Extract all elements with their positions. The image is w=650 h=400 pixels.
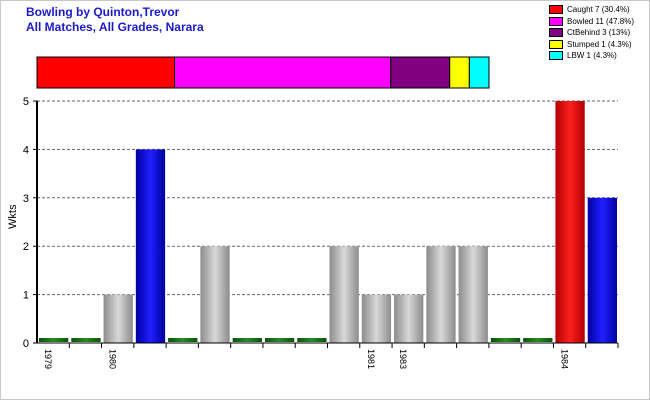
x-tick-label-1980: 1980 (108, 349, 118, 369)
legend-label-lbw: LBW 1 (4.3%) (567, 51, 617, 61)
y-tick-label: 1 (23, 290, 29, 302)
legend-label-ctbehind: CtBehind 3 (13%) (567, 28, 631, 38)
legend-label-bowled: Bowled 11 (47.8%) (567, 16, 634, 26)
bar-8 (297, 338, 327, 342)
legend-swatch-bowled (549, 16, 563, 26)
y-tick-label: 4 (23, 144, 29, 156)
legend-item-caught: Caught 7 (30.4%) (549, 4, 644, 16)
bar-5 (200, 246, 230, 343)
chart-title: Bowling by Quinton,Trevor (26, 5, 180, 19)
legend-label-stumped: Stumped 1 (4.3%) (567, 39, 632, 49)
bar-10 (361, 294, 392, 343)
y-tick-label: 2 (23, 241, 29, 253)
y-tick-label: 3 (23, 193, 29, 205)
bar-15 (523, 338, 553, 342)
bar-0 (39, 338, 69, 342)
legend-swatch-ctbehind (549, 28, 563, 38)
legend-swatch-stumped (549, 39, 563, 49)
stack-segment-caught (36, 56, 176, 89)
x-tick-label-1979: 1979 (43, 349, 53, 369)
legend-swatch-caught (549, 5, 563, 15)
legend-item-ctbehind: CtBehind 3 (13%) (549, 27, 644, 39)
bar-9 (329, 246, 359, 343)
gridlines (37, 100, 618, 296)
legend: Caught 7 (30.4%) Bowled 11 (47.8%) CtBeh… (549, 4, 644, 62)
bar-12 (426, 246, 456, 343)
bar-3 (135, 149, 166, 343)
bar-6 (232, 338, 262, 342)
legend-item-lbw: LBW 1 (4.3%) (549, 50, 644, 62)
bar-14 (490, 338, 521, 342)
legend-item-bowled: Bowled 11 (47.8%) (549, 16, 644, 28)
stack-segment-ctbehind (390, 56, 451, 89)
legend-swatch-lbw (549, 51, 563, 61)
x-tick-label-1981: 1981 (366, 349, 376, 369)
axes: 0 1 2 3 4 5 1979 1980 1981 1983 1984 (23, 96, 619, 369)
legend-item-stumped: Stumped 1 (4.3%) (549, 39, 644, 51)
dismissal-stack (36, 56, 490, 89)
bar-1 (71, 338, 101, 342)
bar-13 (458, 246, 488, 343)
bar-17 (587, 197, 617, 343)
legend-label-caught: Caught 7 (30.4%) (567, 5, 630, 15)
bar-4 (168, 338, 198, 342)
bars (39, 101, 617, 343)
stack-segment-stumped (449, 56, 470, 89)
bar-2 (103, 294, 133, 343)
stack-segment-lbw (468, 56, 490, 89)
y-tick-label: 5 (23, 96, 29, 108)
x-tick-label-1984: 1984 (560, 349, 570, 369)
bar-16 (555, 101, 585, 343)
stack-segment-bowled (174, 56, 392, 89)
x-tick-label-1983: 1983 (398, 349, 408, 369)
chart-subtitle: All Matches, All Grades, Narara (26, 20, 204, 34)
bar-11 (394, 294, 424, 343)
bar-7 (264, 338, 295, 342)
y-tick-label: 0 (23, 338, 29, 350)
